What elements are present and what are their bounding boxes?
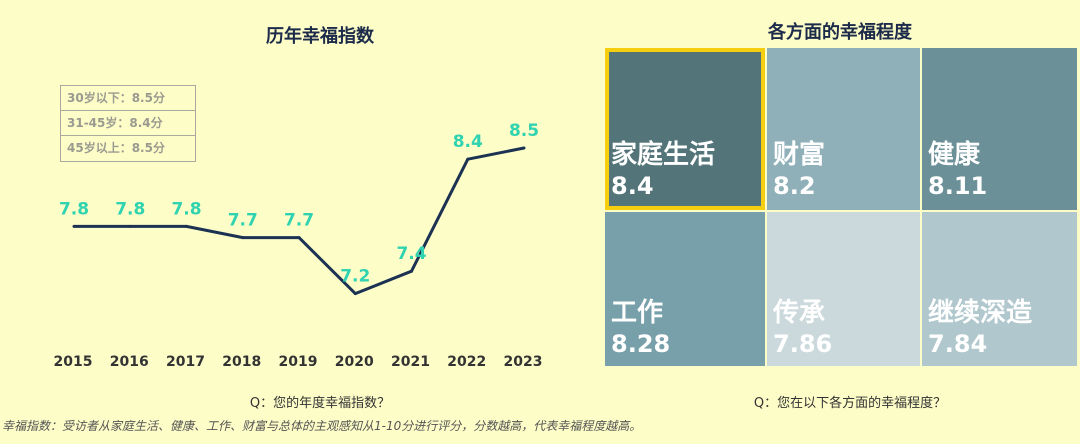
treemap-cell-family: 家庭生活 8.4 [605,48,765,210]
treemap-cell-wealth: 财富 8.2 [767,48,920,210]
cell-value: 8.11 [928,172,988,200]
data-point [410,269,413,273]
data-point [353,292,357,296]
cell-value: 7.86 [773,330,833,358]
legend-under-30: 30岁以下：8.5分 [61,86,195,111]
x-tick-label: 2021 [391,354,430,370]
happiness-line-chart: 7.8 7.8 7.8 7.7 7.7 7.2 7.4 8.4 8.5 2015 2016 2017 2… [54,121,543,370]
x-tick-label: 2016 [110,354,149,370]
data-label: 7.7 [284,211,314,231]
data-label: 8.5 [509,121,539,141]
cell-label: 财富 [773,140,826,170]
x-tick-label: 2023 [504,354,543,370]
x-tick-label: 2020 [335,354,374,370]
cell-value: 8.4 [611,172,654,200]
line-chart-question: Q：您的年度幸福指数？ [249,396,391,411]
cell-label: 工作 [611,298,664,328]
line-chart-title: 历年幸福指数 [266,26,374,47]
data-point [72,224,76,228]
age-group-legend: 30岁以下：8.5分 31-45岁：8.4分 45岁以上：8.5分 [60,85,196,162]
cell-label: 家庭生活 [611,140,716,170]
x-tick-label: 2015 [54,354,93,370]
cell-value: 7.84 [928,330,988,358]
treemap-question: Q：您在以下各方面的幸福程度？ [753,396,947,411]
x-tick-label: 2019 [279,354,318,370]
treemap-cell-work: 工作 8.28 [605,212,765,366]
data-point [297,236,301,240]
treemap-cell-health: 健康 8.11 [922,48,1077,210]
x-tick-label: 2022 [447,354,486,370]
data-label: 7.8 [59,199,89,219]
aspects-treemap: 家庭生活 8.4 财富 8.2 健康 8.11 工作 8.28 传承 7.86 … [605,48,1077,366]
legend-31-45: 31-45岁：8.4分 [61,111,195,136]
data-point [185,224,188,228]
data-point [522,146,526,150]
treemap-cell-further-study: 继续深造 7.84 [922,212,1077,366]
treemap-title: 各方面的幸福程度 [768,22,912,43]
cell-value: 8.28 [611,330,671,358]
cell-label: 健康 [928,140,981,170]
data-point [128,224,132,228]
data-point [241,236,245,240]
treemap-cell-legacy: 传承 7.86 [767,212,920,366]
data-label: 8.4 [453,132,483,152]
cell-label: 传承 [773,298,826,328]
data-label: 7.8 [171,199,201,219]
data-label: 7.4 [396,244,426,264]
x-tick-label: 2018 [222,354,261,370]
data-point [466,157,470,161]
data-label: 7.8 [115,199,145,219]
data-label: 7.7 [228,211,258,231]
cell-value: 8.2 [773,172,816,200]
cell-label: 继续深造 [928,298,1033,328]
data-label: 7.2 [340,267,370,287]
x-tick-label: 2017 [166,354,205,370]
legend-over-45: 45岁以上：8.5分 [67,141,165,155]
footnote: 幸福指数：受访者从家庭生活、健康、工作、财富与总体的主观感知从1-10分进行评分… [2,419,642,433]
